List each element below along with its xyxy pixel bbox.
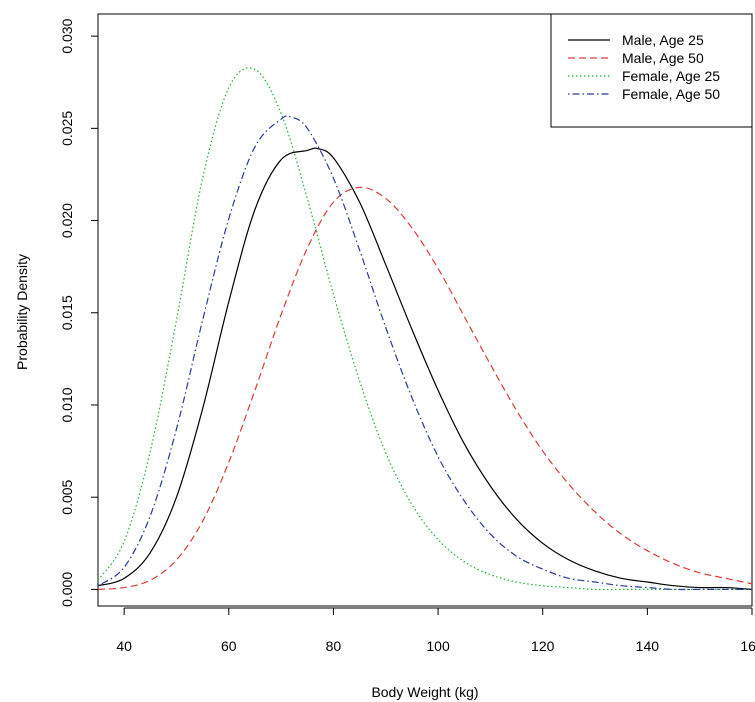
y-tick-label: 0.015 xyxy=(59,295,75,330)
series-line-1 xyxy=(97,147,753,590)
legend-label: Female, Age 25 xyxy=(622,68,720,84)
series-line-2 xyxy=(97,186,753,590)
x-tick-label: 120 xyxy=(531,638,555,654)
x-tick-label: 100 xyxy=(426,638,450,654)
y-tick-label: 0.025 xyxy=(59,111,75,146)
y-tick-label: 0.020 xyxy=(59,203,75,238)
legend-label: Male, Age 25 xyxy=(622,32,704,48)
y-tick-label: 0.000 xyxy=(59,572,75,607)
legend-label: Female, Age 50 xyxy=(622,86,720,102)
legend-label: Male, Age 50 xyxy=(622,50,704,66)
y-axis-title: Probability Density xyxy=(14,254,30,370)
legend-box xyxy=(550,13,753,128)
x-tick-label: 140 xyxy=(636,638,660,654)
y-tick-label: 0.005 xyxy=(59,479,75,514)
y-tick-label: 0.030 xyxy=(59,18,75,53)
x-axis-title: Body Weight (kg) xyxy=(371,684,478,700)
y-tick-label: 0.010 xyxy=(59,387,75,422)
y-axis: 0.000 0.005 0.010 0.015 0.020 0.025 0.030 xyxy=(59,18,99,607)
series-layer xyxy=(97,67,753,591)
x-tick-label: 60 xyxy=(221,638,237,654)
x-tick-label: 80 xyxy=(326,638,342,654)
series-line-4 xyxy=(97,115,752,591)
x-tick-label: 40 xyxy=(116,638,132,654)
x-tick-label: 160 xyxy=(740,638,755,654)
x-axis: 40 60 80 100 120 140 160 xyxy=(116,607,755,654)
legend: Male, Age 25 Male, Age 50 Female, Age 25 Fe… xyxy=(550,13,753,128)
